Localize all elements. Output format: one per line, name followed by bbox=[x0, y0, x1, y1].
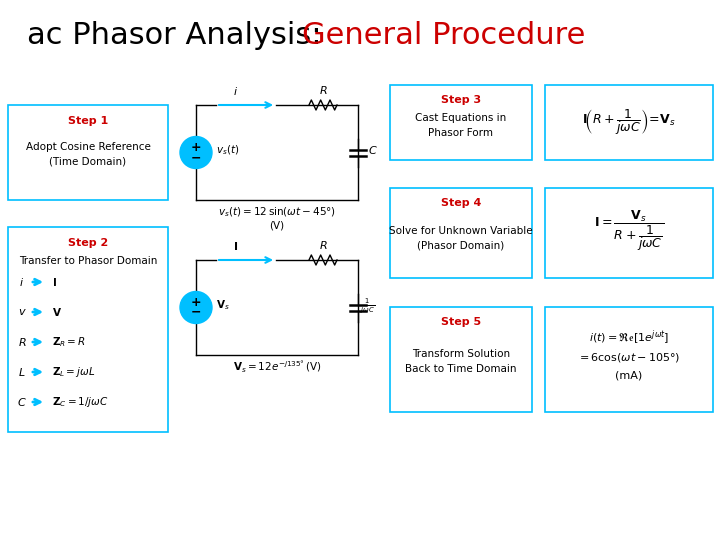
Text: +: + bbox=[191, 296, 202, 309]
Text: $\mathbf{Z}_R = R$: $\mathbf{Z}_R = R$ bbox=[52, 335, 86, 349]
Text: Cast Equations in
Phasor Form: Cast Equations in Phasor Form bbox=[415, 113, 507, 138]
Text: $=6\cos(\omega t-105°)$: $=6\cos(\omega t-105°)$ bbox=[577, 351, 680, 364]
Text: $L$: $L$ bbox=[18, 366, 26, 378]
Text: Step 5: Step 5 bbox=[441, 317, 481, 327]
Text: $v_s(t)$: $v_s(t)$ bbox=[216, 144, 240, 157]
Text: $\mathbf{V}_s = 12e^{-j135°}\,\mathrm{(V)}$: $\mathbf{V}_s = 12e^{-j135°}\,\mathrm{(V… bbox=[233, 359, 321, 375]
Text: −: − bbox=[191, 306, 202, 319]
Text: $R$: $R$ bbox=[319, 84, 328, 96]
FancyBboxPatch shape bbox=[390, 307, 532, 412]
Text: ac Phasor Analysis:: ac Phasor Analysis: bbox=[27, 21, 332, 50]
Text: (mA): (mA) bbox=[616, 370, 643, 381]
Text: $\mathbf{V}_s$: $\mathbf{V}_s$ bbox=[216, 299, 230, 313]
Text: +: + bbox=[191, 141, 202, 154]
Text: $\mathbf{I}$: $\mathbf{I}$ bbox=[52, 276, 57, 288]
Text: $\mathbf{Z}_C = 1/j\omega C$: $\mathbf{Z}_C = 1/j\omega C$ bbox=[52, 395, 109, 409]
Text: −: − bbox=[191, 151, 202, 164]
Text: $C$: $C$ bbox=[368, 145, 378, 157]
Text: $i$: $i$ bbox=[19, 276, 24, 288]
Text: $\mathbf{I}=\dfrac{\mathbf{V}_s}{R+\dfrac{1}{j\omega C}}$: $\mathbf{I}=\dfrac{\mathbf{V}_s}{R+\dfra… bbox=[594, 208, 664, 253]
FancyBboxPatch shape bbox=[8, 227, 168, 432]
FancyBboxPatch shape bbox=[545, 188, 713, 278]
FancyBboxPatch shape bbox=[545, 85, 713, 160]
Circle shape bbox=[180, 137, 212, 168]
Text: $v_s(t) = 12\,\sin(\omega t - 45°)$: $v_s(t) = 12\,\sin(\omega t - 45°)$ bbox=[218, 205, 336, 219]
Text: (V): (V) bbox=[269, 221, 284, 231]
Text: $\frac{1}{j\omega C}$: $\frac{1}{j\omega C}$ bbox=[360, 296, 375, 315]
Text: $i(t)=\mathfrak{Re}[1e^{j\omega t}]$: $i(t)=\mathfrak{Re}[1e^{j\omega t}]$ bbox=[589, 328, 669, 347]
Text: $C$: $C$ bbox=[17, 396, 27, 408]
Text: Transform Solution
Back to Time Domain: Transform Solution Back to Time Domain bbox=[405, 349, 517, 374]
Text: $i$: $i$ bbox=[233, 85, 238, 97]
Text: Step 2: Step 2 bbox=[68, 238, 108, 248]
FancyBboxPatch shape bbox=[390, 85, 532, 160]
Text: Adopt Cosine Reference
(Time Domain): Adopt Cosine Reference (Time Domain) bbox=[26, 142, 150, 167]
Text: Step 3: Step 3 bbox=[441, 95, 481, 105]
FancyBboxPatch shape bbox=[8, 105, 168, 200]
FancyBboxPatch shape bbox=[390, 188, 532, 278]
Text: $R$: $R$ bbox=[18, 336, 27, 348]
Text: General Procedure: General Procedure bbox=[302, 21, 586, 50]
Text: $\mathbf{Z}_L = j\omega L$: $\mathbf{Z}_L = j\omega L$ bbox=[52, 365, 96, 379]
Text: $\mathbf{V}$: $\mathbf{V}$ bbox=[52, 306, 62, 318]
Text: Transfer to Phasor Domain: Transfer to Phasor Domain bbox=[19, 256, 157, 266]
Circle shape bbox=[180, 292, 212, 323]
Text: $R$: $R$ bbox=[319, 239, 328, 251]
FancyBboxPatch shape bbox=[545, 307, 713, 412]
Text: Step 4: Step 4 bbox=[441, 198, 481, 208]
Text: $v$: $v$ bbox=[18, 307, 27, 317]
Text: Solve for Unknown Variable
(Phasor Domain): Solve for Unknown Variable (Phasor Domai… bbox=[390, 226, 533, 251]
Text: $\mathbf{I}\!\left(R+\dfrac{1}{j\omega C}\right)\!=\!\mathbf{V}_s$: $\mathbf{I}\!\left(R+\dfrac{1}{j\omega C… bbox=[582, 107, 676, 138]
Text: $\mathbf{I}$: $\mathbf{I}$ bbox=[233, 240, 238, 252]
Text: Step 1: Step 1 bbox=[68, 116, 108, 126]
